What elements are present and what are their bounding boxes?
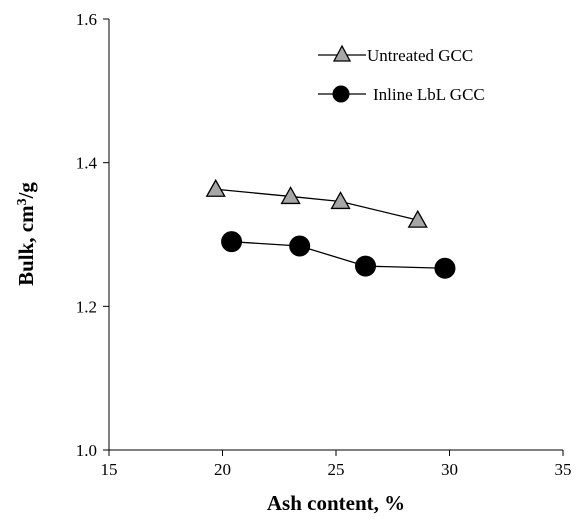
y-ticks: 1.0 1.2 1.4 1.6 (76, 10, 109, 460)
y-axis-title-main: Bulk, cm (14, 205, 38, 286)
x-tick-label: 20 (214, 460, 231, 479)
legend-label-inline-lbl: Inline LbL GCC (373, 85, 485, 104)
y-axis-title-tail: /g (14, 182, 38, 200)
legend-label-untreated: Untreated GCC (367, 46, 473, 65)
legend-marker-circle (332, 85, 350, 103)
data-point-triangle (280, 186, 301, 205)
data-point-circle (221, 231, 243, 253)
legend: Untreated GCC Inline LbL GCC (318, 44, 485, 104)
x-ticks: 15 20 25 30 35 (101, 450, 572, 479)
legend-marker-triangle (332, 44, 352, 62)
y-tick-label: 1.2 (76, 297, 97, 316)
x-tick-label: 35 (555, 460, 572, 479)
y-tick-label: 1.0 (76, 441, 97, 460)
y-axis-title-sup: 3 (15, 198, 30, 205)
x-axis-title: Ash content, % (267, 491, 405, 515)
y-tick-label: 1.4 (76, 154, 98, 173)
data-point-triangle (330, 191, 351, 210)
x-tick-label: 15 (101, 460, 118, 479)
x-tick-label: 25 (328, 460, 345, 479)
data-point-triangle (407, 209, 428, 228)
data-point-triangle (205, 178, 226, 197)
data-point-circle (289, 235, 311, 257)
series-line-untreated (215, 188, 418, 221)
data-point-circle (434, 257, 456, 279)
y-tick-label: 1.6 (76, 10, 97, 29)
series-line-inline-lbl (231, 241, 445, 269)
data-point-circle (355, 255, 377, 277)
y-axis-title: Bulk, cm3/g (14, 182, 38, 286)
legend-entry-inline-lbl: Inline LbL GCC (318, 85, 485, 104)
series-layer (205, 178, 456, 279)
legend-entry-untreated: Untreated GCC (318, 44, 473, 65)
x-tick-label: 30 (441, 460, 458, 479)
